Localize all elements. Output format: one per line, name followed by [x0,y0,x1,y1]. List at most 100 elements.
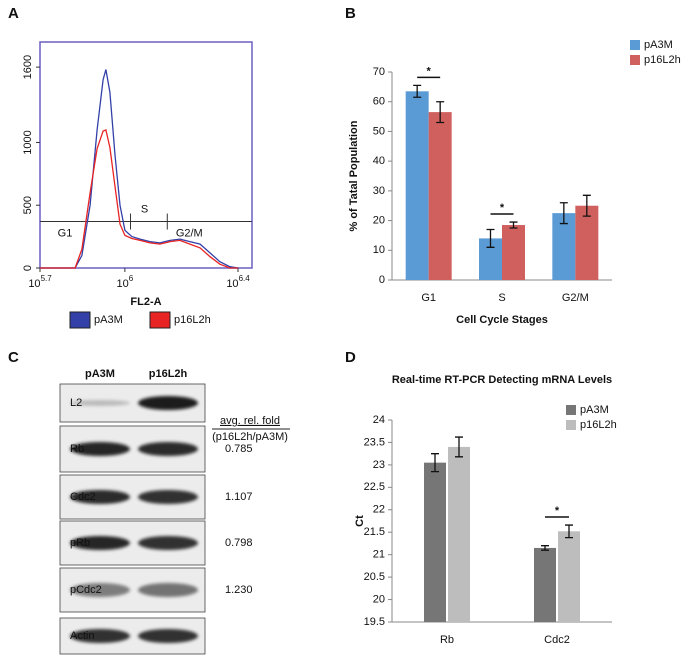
tick-base: 10 [28,278,40,290]
error-bar [582,194,591,217]
bar [448,446,470,622]
legend-swatch [630,40,640,50]
x-axis-label: FL2-A [130,296,161,308]
x-tick-label: G1 [421,292,436,304]
blot-band [138,536,198,550]
x-tick-label: 105.7 [28,274,52,290]
legend-label: p16L2h [644,54,681,66]
bar [552,213,576,280]
y-tick-label: 0 [379,274,385,286]
legend-swatch [149,311,171,329]
y-axis-label: Ct [354,515,366,527]
error-bar [565,524,573,539]
y-tick-label: 22 [373,504,385,516]
y-tick-label: 0 [22,265,34,271]
fold-value: 1.107 [225,491,253,503]
bar [405,91,429,280]
tick-base: 10 [226,278,238,290]
tick-exponent: 5.7 [41,274,53,283]
y-tick-label: 10 [373,244,385,256]
blot-band [138,490,198,504]
y-tick-label: 70 [373,66,385,78]
row-label: Rb [70,443,84,455]
y-tick-label: 21.5 [364,526,385,538]
y-tick-label: 30 [373,185,385,197]
legend-swatch [566,420,576,430]
legend-label: p16L2h [174,314,211,326]
fold-value: 0.785 [225,443,253,455]
tick-base: 10 [117,278,129,290]
x-tick-label: Rb [440,634,454,646]
x-tick-label: 106 [117,274,134,290]
tick-exponent: 6.4 [239,274,251,283]
row-label: L2 [70,397,82,409]
blot-band [70,629,130,643]
legend-swatch [566,405,576,415]
bar [502,225,525,280]
error-bar [431,453,439,473]
y-tick-label: 1000 [22,130,34,154]
error-bar [413,84,422,98]
x-tick-label: S [498,292,505,304]
histogram-line [40,128,238,269]
plot-frame [39,41,253,269]
fold-header: avg. rel. fold [220,415,280,427]
y-tick-label: 23.5 [364,436,385,448]
error-bar [559,202,568,225]
y-tick-label: 23 [373,459,385,471]
x-tick-label: 106.4 [226,274,250,290]
blot-band [138,629,198,643]
fold-value: 1.230 [225,584,253,596]
y-axis-label: % of Tatal Population [348,120,360,231]
y-tick-label: 19.5 [364,616,385,628]
error-bar [486,228,495,248]
legend-label: pA3M [580,404,609,416]
blot-band [70,583,130,597]
error-bar [541,545,549,551]
row-label: Actin [70,630,94,642]
y-tick-label: 24 [373,414,385,426]
significance-marker: * [555,505,560,517]
y-tick-label: 20 [373,593,385,605]
error-bar [455,436,463,458]
panel-label: B [345,5,356,22]
error-bar [509,221,518,229]
bar [575,205,599,280]
bar [534,547,556,622]
y-tick-label: 50 [373,125,385,137]
bar [558,531,580,622]
x-tick-label: G2/M [562,292,589,304]
y-tick-label: 22.5 [364,481,385,493]
blot-band [138,396,198,410]
significance-marker: * [427,65,432,77]
histogram-line [40,69,239,269]
bar [428,112,452,280]
y-tick-label: 21 [373,549,385,561]
blot-band [70,442,130,456]
legend-label: p16L2h [580,419,617,431]
row-label: pCdc2 [70,584,102,596]
row-label: pRb [70,537,90,549]
gate-label: G2/M [176,227,203,239]
y-tick-label: 40 [373,155,385,167]
column-header: p16L2h [149,368,188,380]
fold-subheader: (p16L2h/pA3M) [212,431,288,443]
y-tick-label: 20.5 [364,571,385,583]
y-tick-label: 60 [373,96,385,108]
bar [479,238,502,280]
significance-marker: * [500,202,505,214]
legend-label: pA3M [94,314,123,326]
tick-exponent: 6 [129,274,134,283]
panel-label: D [345,349,356,366]
row-label: Cdc2 [70,491,96,503]
gate-label: G1 [58,227,73,239]
bar [424,462,446,622]
panel-label: C [8,349,19,366]
panel-label: A [8,5,19,22]
blot-band [70,400,130,406]
y-tick-label: 20 [373,214,385,226]
fold-value: 0.798 [225,537,253,549]
column-header: pA3M [85,368,115,380]
blot-band [138,442,198,456]
